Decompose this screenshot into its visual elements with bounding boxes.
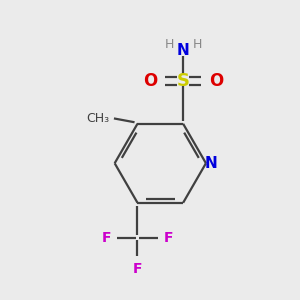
Text: F: F	[101, 231, 111, 245]
Text: H: H	[164, 38, 174, 51]
Text: H: H	[193, 38, 202, 51]
Text: CH₃: CH₃	[86, 112, 110, 125]
Text: N: N	[177, 43, 190, 58]
Text: F: F	[133, 262, 142, 276]
Text: F: F	[164, 231, 173, 245]
Text: S: S	[177, 72, 190, 90]
Text: O: O	[143, 72, 158, 90]
Text: N: N	[205, 156, 217, 171]
Text: O: O	[209, 72, 223, 90]
